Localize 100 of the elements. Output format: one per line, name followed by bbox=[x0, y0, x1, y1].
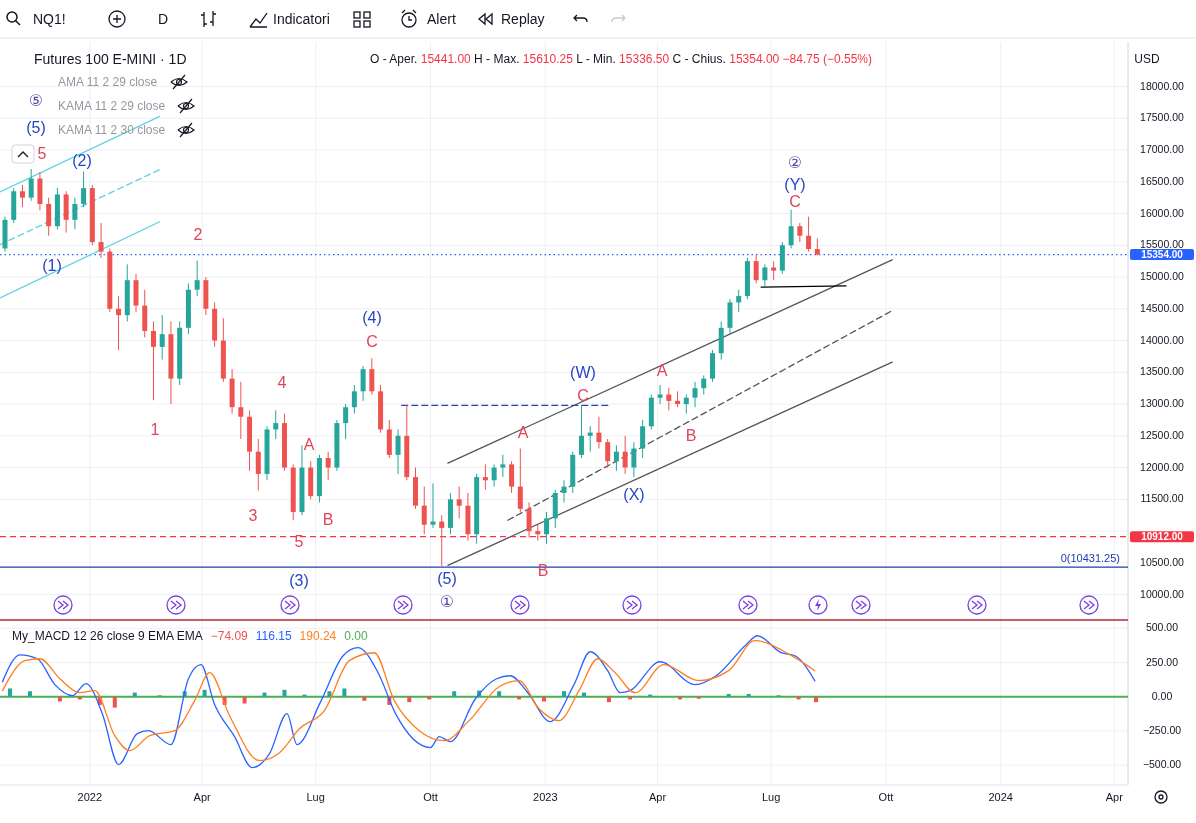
annotation: (4) bbox=[362, 308, 382, 326]
x-tick-label: Ott bbox=[878, 790, 894, 803]
annotation: AMA 11 2 29 close bbox=[58, 75, 158, 90]
annotation: 5 bbox=[294, 532, 304, 550]
bar bbox=[262, 692, 267, 697]
text: D bbox=[157, 10, 169, 27]
y-tick-label: 12500.00 bbox=[1140, 428, 1185, 441]
candlestick bbox=[596, 416, 602, 450]
text: O - Aper. 15441.00 H - Max. 15610.25 L - Min. 15336.50 C - Chius. 15354.00 −84.75 (−0.55%) bbox=[370, 52, 872, 67]
candlestick bbox=[491, 463, 497, 488]
candlestick bbox=[46, 197, 52, 237]
y-tick-label: 500.00 bbox=[1145, 621, 1179, 634]
x-tick-label: 2022 bbox=[77, 790, 103, 803]
candlestick bbox=[360, 365, 366, 402]
bar bbox=[562, 691, 566, 697]
x-tick-label: Apr bbox=[1105, 790, 1124, 803]
candlestick bbox=[439, 514, 445, 567]
x-tick-label: Ott bbox=[423, 790, 438, 803]
candlestick bbox=[692, 381, 698, 408]
y-tick-label: 13000.00 bbox=[1140, 397, 1185, 410]
bar bbox=[132, 692, 137, 697]
annotation: (Y) bbox=[784, 175, 806, 193]
annotation: 190.24 bbox=[299, 629, 337, 644]
x-tick-label: 2024 bbox=[988, 790, 1013, 803]
candlestick bbox=[771, 260, 777, 281]
annotation: −74.09 bbox=[210, 629, 249, 644]
text: Futures 100 E-MINI · 1D bbox=[34, 50, 187, 67]
bar bbox=[726, 693, 731, 697]
bar bbox=[814, 696, 819, 703]
annotation: ② bbox=[787, 153, 803, 171]
candlestick bbox=[395, 428, 401, 475]
candlestick bbox=[500, 454, 506, 478]
text: Indicatori bbox=[273, 10, 330, 27]
candlestick bbox=[631, 441, 637, 478]
bar bbox=[497, 691, 502, 697]
annotation: (W) bbox=[570, 363, 596, 381]
y-tick-label: 14000.00 bbox=[1140, 333, 1185, 346]
annotation: (2) bbox=[72, 151, 92, 169]
annotation: A bbox=[303, 435, 315, 453]
bar bbox=[112, 696, 117, 708]
annotation: (5) bbox=[437, 569, 457, 587]
candlestick bbox=[81, 171, 87, 208]
candlestick bbox=[325, 451, 331, 481]
annotation: 4 bbox=[277, 373, 287, 391]
candlestick bbox=[482, 463, 488, 491]
y-tick-label: 15500.00 bbox=[1140, 238, 1185, 251]
candlestick bbox=[613, 444, 619, 472]
annotation: 5 bbox=[37, 144, 47, 162]
annotation: 3 bbox=[248, 506, 258, 524]
candlestick bbox=[421, 486, 427, 535]
candlestick bbox=[561, 479, 567, 503]
bar bbox=[327, 691, 332, 697]
candlestick bbox=[762, 263, 768, 288]
bar bbox=[202, 689, 207, 697]
annotation: B bbox=[685, 426, 697, 444]
candlestick bbox=[159, 314, 165, 361]
annotation: A bbox=[656, 361, 668, 379]
candlestick bbox=[430, 482, 436, 529]
bar bbox=[342, 688, 347, 697]
candlestick bbox=[657, 384, 663, 405]
y-tick-label: −500.00 bbox=[1142, 758, 1182, 771]
annotation: KAMA 11 2 29 close bbox=[58, 99, 166, 114]
bar bbox=[242, 696, 247, 704]
y-tick-label: 18000.00 bbox=[1140, 79, 1185, 92]
y-tick-label: 17000.00 bbox=[1140, 143, 1185, 156]
text: My_MACD 12 26 close 9 EMA EMA bbox=[12, 629, 203, 644]
candlestick bbox=[806, 216, 812, 253]
candlestick bbox=[622, 435, 628, 475]
x-tick-label: Apr bbox=[193, 790, 212, 803]
annotation: 116.15 bbox=[255, 629, 292, 644]
bar bbox=[282, 689, 287, 697]
bar bbox=[407, 696, 412, 703]
candlestick bbox=[98, 222, 104, 259]
text: Replay bbox=[501, 10, 545, 27]
candlestick bbox=[72, 197, 78, 230]
y-tick-label: 15000.00 bbox=[1140, 270, 1185, 283]
bar bbox=[746, 693, 751, 697]
text: USD bbox=[1134, 52, 1160, 67]
candlestick bbox=[683, 394, 689, 415]
y-tick-label: 14500.00 bbox=[1140, 301, 1185, 314]
annotation: (3) bbox=[289, 571, 309, 589]
candlestick bbox=[666, 387, 672, 411]
annotation: C bbox=[366, 332, 378, 350]
y-tick-label: 11500.00 bbox=[1140, 492, 1184, 505]
candlestick bbox=[273, 409, 279, 440]
bar bbox=[7, 688, 12, 697]
y-tick-label: 17500.00 bbox=[1140, 111, 1185, 124]
candlestick bbox=[736, 289, 742, 313]
y-tick-label: 10500.00 bbox=[1140, 555, 1185, 568]
candlestick bbox=[640, 419, 646, 459]
y-tick-label: 13500.00 bbox=[1140, 365, 1185, 378]
annotation: C bbox=[789, 192, 801, 210]
annotation: C bbox=[577, 386, 589, 404]
x-tick-label: 2023 bbox=[533, 790, 558, 803]
candlestick bbox=[456, 486, 462, 519]
bar bbox=[606, 696, 611, 703]
y-tick-label: 12000.00 bbox=[1140, 460, 1185, 473]
text: NQ1! bbox=[33, 10, 66, 27]
candlestick bbox=[753, 254, 759, 284]
candlestick bbox=[587, 425, 593, 453]
